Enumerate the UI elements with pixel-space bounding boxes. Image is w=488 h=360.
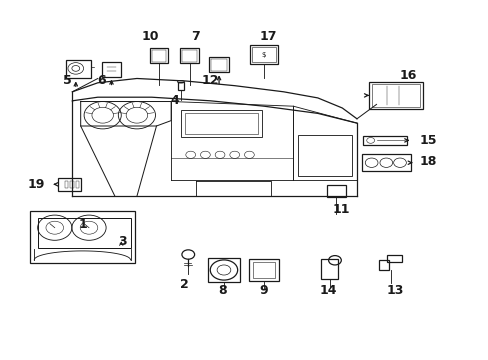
Bar xyxy=(253,262,274,278)
Bar xyxy=(65,60,91,78)
Text: 6: 6 xyxy=(97,75,106,87)
Bar xyxy=(298,135,351,176)
Text: 4: 4 xyxy=(170,94,179,107)
Text: 18: 18 xyxy=(419,156,436,168)
Text: $: $ xyxy=(261,52,266,58)
Bar xyxy=(64,181,68,188)
Bar xyxy=(378,260,388,270)
Bar xyxy=(58,178,81,191)
Text: 2: 2 xyxy=(180,278,189,291)
Text: 14: 14 xyxy=(319,284,337,297)
Bar xyxy=(149,48,168,63)
Text: 5: 5 xyxy=(63,75,72,87)
Bar xyxy=(102,62,121,77)
Text: 12: 12 xyxy=(201,75,219,87)
Bar xyxy=(252,47,275,62)
Bar xyxy=(326,185,345,197)
Bar xyxy=(361,154,410,171)
Text: 11: 11 xyxy=(332,203,349,216)
Text: 10: 10 xyxy=(142,30,159,42)
Bar xyxy=(180,48,199,63)
Bar xyxy=(368,82,422,109)
Text: 15: 15 xyxy=(419,134,436,147)
Bar xyxy=(30,211,135,263)
Bar xyxy=(321,259,338,279)
Bar xyxy=(209,57,228,72)
Text: 16: 16 xyxy=(399,69,417,82)
Text: 1: 1 xyxy=(79,219,87,231)
Bar xyxy=(249,45,278,64)
Text: 8: 8 xyxy=(218,284,226,297)
Bar xyxy=(249,259,278,281)
Bar xyxy=(151,50,166,62)
Bar xyxy=(182,50,197,62)
Bar xyxy=(70,181,74,188)
Text: 9: 9 xyxy=(259,284,268,297)
Bar xyxy=(184,113,257,134)
Bar xyxy=(208,258,239,282)
Bar xyxy=(181,110,261,137)
Bar xyxy=(386,255,401,262)
Text: 7: 7 xyxy=(191,30,200,42)
Bar xyxy=(76,181,79,188)
Bar xyxy=(211,59,226,71)
Bar xyxy=(363,136,407,145)
Bar xyxy=(371,84,419,107)
Bar xyxy=(177,82,184,90)
Text: 19: 19 xyxy=(27,178,45,191)
Text: 13: 13 xyxy=(386,284,403,297)
Text: 17: 17 xyxy=(259,30,276,42)
Bar xyxy=(38,218,130,248)
Text: 3: 3 xyxy=(118,235,126,248)
